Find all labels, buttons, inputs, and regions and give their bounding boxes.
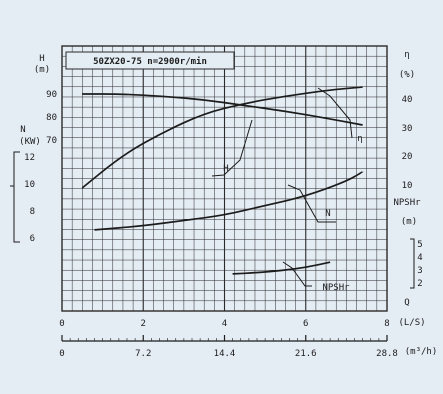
efficiency-axis-unit: (%) <box>399 70 415 80</box>
flow-ls-axis-unit: (L/S) <box>398 318 425 328</box>
flow-m3h-tick-label-0: 0 <box>59 349 64 359</box>
efficiency-tick-label-2: 20 <box>402 152 413 162</box>
series-line-0 <box>82 93 363 126</box>
curve-label-3: NPSHr <box>322 283 350 293</box>
npsh-axis-bracket <box>410 238 415 289</box>
flow-m3h-tick-label-2: 14.4 <box>214 349 236 359</box>
npsh-tick-label-0: 5 <box>417 240 422 250</box>
series-line-2 <box>94 170 364 231</box>
npsh-axis-name: NPSHr <box>393 198 421 208</box>
curve-label-leader-2 <box>287 184 336 223</box>
curve-label-0: η <box>357 134 362 144</box>
chart-curves <box>81 86 364 287</box>
curve-label-leader-3 <box>282 261 312 287</box>
q-axis-name: Q <box>404 298 409 308</box>
npsh-tick-label-1: 4 <box>417 253 422 263</box>
series-line-1 <box>81 86 363 189</box>
efficiency-tick-label-1: 30 <box>402 124 413 134</box>
head-axis-name: H <box>39 54 44 64</box>
efficiency-axis-name: η <box>404 50 409 60</box>
power-tick-label-3: 6 <box>30 234 35 244</box>
npsh-axis-unit: (m) <box>401 217 417 227</box>
series-line-3 <box>232 261 331 275</box>
curve-label-2: N <box>325 209 330 219</box>
head-tick-label-2: 70 <box>46 136 57 146</box>
curve-label-leader-1 <box>211 119 253 177</box>
npsh-tick-label-3: 2 <box>417 279 422 289</box>
efficiency-tick-label-0: 40 <box>402 95 413 105</box>
chart-title: 50ZX20-75 n=2900r/min <box>93 56 207 67</box>
power-axis-name: N <box>20 125 25 135</box>
head-tick-label-0: 90 <box>46 90 57 100</box>
flow-ls-tick-label-4: 8 <box>384 319 389 329</box>
flow-ls-tick-label-2: 4 <box>222 319 227 329</box>
chart-text: 50ZX20-75 n=2900r/minηHNNPSHrH(m)908070N… <box>19 50 437 359</box>
npsh-tick-label-2: 3 <box>417 266 422 276</box>
curve-label-1: H <box>223 164 228 174</box>
head-tick-label-1: 80 <box>46 113 57 123</box>
flow-m3h-tick-label-3: 21.6 <box>295 349 317 359</box>
efficiency-tick-label-3: 10 <box>402 181 413 191</box>
flow-m3h-axis-unit: (m³/h) <box>405 347 438 357</box>
title-box <box>65 51 235 70</box>
flow-ls-tick-label-1: 2 <box>141 319 146 329</box>
flow-m3h-tick-label-4: 28.8 <box>376 349 398 359</box>
chart-grid <box>10 45 415 342</box>
head-axis-unit: (m) <box>34 65 50 75</box>
power-tick-label-1: 10 <box>24 180 35 190</box>
curve-label-leader-0 <box>317 87 353 139</box>
flow-m3h-tick-label-1: 7.2 <box>135 349 151 359</box>
power-axis-unit: (KW) <box>19 137 41 147</box>
power-tick-label-0: 12 <box>24 153 35 163</box>
power-tick-label-2: 8 <box>30 207 35 217</box>
power-axis-bracket <box>13 151 20 243</box>
flow-ls-tick-label-3: 6 <box>303 319 308 329</box>
flow-ls-tick-label-0: 0 <box>59 319 64 329</box>
